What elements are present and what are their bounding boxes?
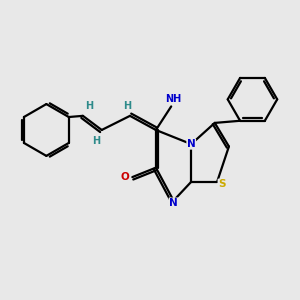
Text: H: H	[85, 101, 93, 111]
Text: O: O	[121, 172, 130, 182]
Text: NH: NH	[165, 94, 182, 104]
Text: S: S	[218, 179, 226, 189]
Text: H: H	[124, 101, 132, 111]
Text: H: H	[92, 136, 100, 146]
Text: N: N	[169, 198, 178, 208]
Text: N: N	[187, 139, 196, 149]
